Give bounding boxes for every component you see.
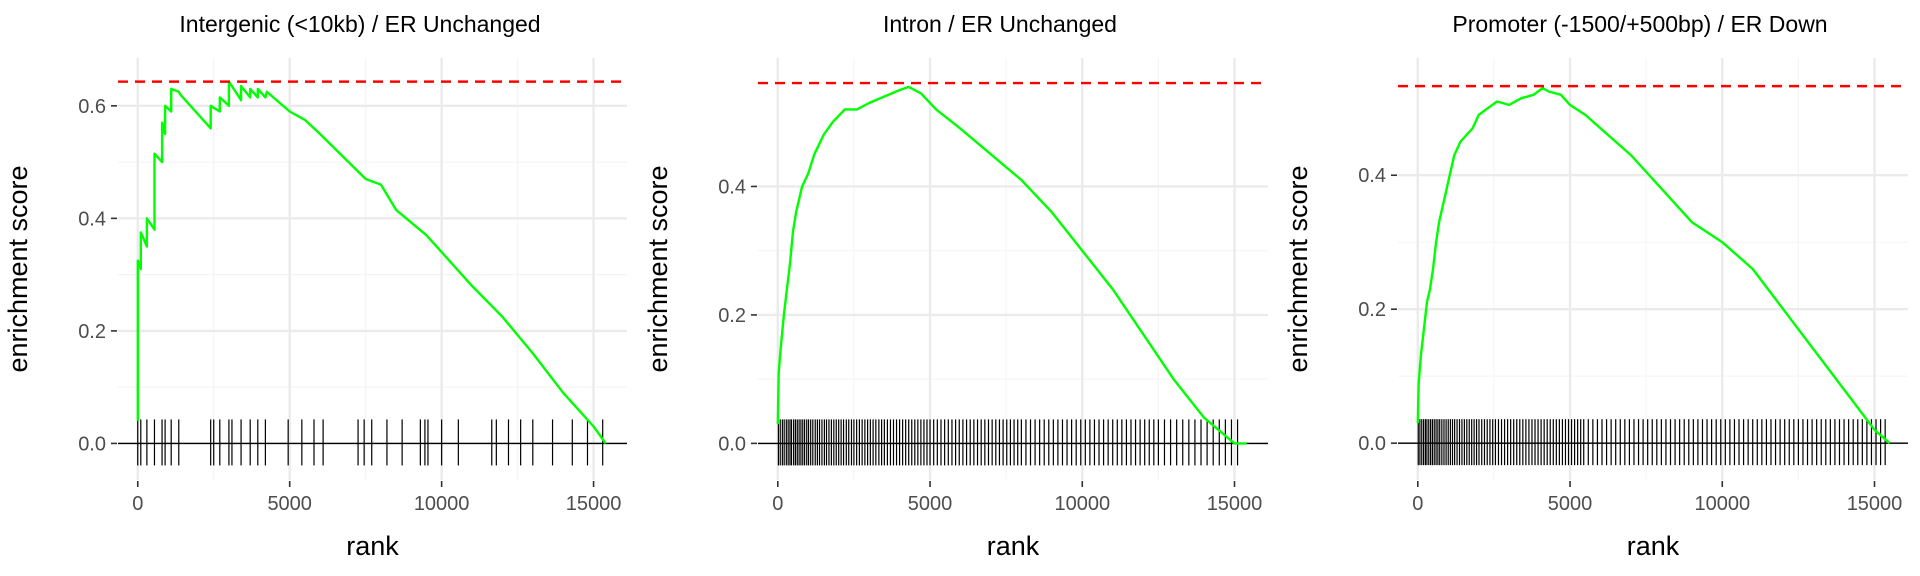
x-axis-title: rank [987, 531, 1040, 561]
y-axis-title: enrichment score [643, 165, 673, 372]
hit-marks [137, 419, 604, 466]
x-tick-label: 10000 [414, 493, 470, 515]
x-tick-label: 15000 [1207, 493, 1263, 515]
x-tick-label: 0 [132, 493, 143, 515]
x-tick-label: 15000 [1847, 493, 1903, 515]
chart-title: Intron / ER Unchanged [883, 11, 1117, 37]
x-tick-label: 0 [1412, 493, 1423, 515]
x-tick-label: 0 [772, 493, 783, 515]
x-tick-label: 5000 [908, 493, 953, 515]
chart-title: Promoter (-1500/+500bp) / ER Down [1452, 11, 1827, 37]
y-tick-label: 0.2 [718, 305, 746, 327]
x-tick-label: 10000 [1694, 493, 1750, 515]
chart-title: Intergenic (<10kb) / ER Unchanged [179, 11, 540, 37]
x-tick-label: 15000 [566, 493, 622, 515]
y-tick-label: 0.0 [718, 433, 746, 455]
enrichment-score-line [136, 80, 607, 445]
y-tick-label: 0.4 [78, 208, 106, 230]
y-tick-label: 0.2 [78, 321, 106, 343]
chart-panel-1: Intergenic (<10kb) / ER Unchanged 0.0 0.2 0… [3, 11, 627, 561]
x-axis-title: rank [1627, 531, 1680, 561]
enrichment-score-line [1416, 86, 1891, 445]
chart-panel-3: Promoter (-1500/+500bp) / ER Down 0.0 0.2 0… [1283, 11, 1908, 561]
y-tick-label: 0.0 [1358, 433, 1386, 455]
x-axis-title: rank [346, 531, 399, 561]
y-tick-label: 0.4 [1358, 165, 1386, 187]
x-tick-label: 5000 [1548, 493, 1593, 515]
hit-marks [777, 419, 1239, 466]
y-axis-title: enrichment score [1283, 165, 1313, 372]
y-tick-label: 0.2 [1358, 299, 1386, 321]
x-tick-label: 5000 [267, 493, 312, 515]
y-tick-label: 0.6 [78, 96, 106, 118]
enrichment-score-line [776, 85, 1247, 445]
hit-marks [1417, 419, 1886, 466]
y-axis-title: enrichment score [3, 165, 33, 372]
y-tick-label: 0.4 [718, 176, 746, 198]
x-tick-label: 10000 [1054, 493, 1110, 515]
chart-panel-2: Intron / ER Unchanged 0.0 0.2 0.4 0 5000 10000… [643, 11, 1268, 561]
y-tick-label: 0.0 [78, 433, 106, 455]
